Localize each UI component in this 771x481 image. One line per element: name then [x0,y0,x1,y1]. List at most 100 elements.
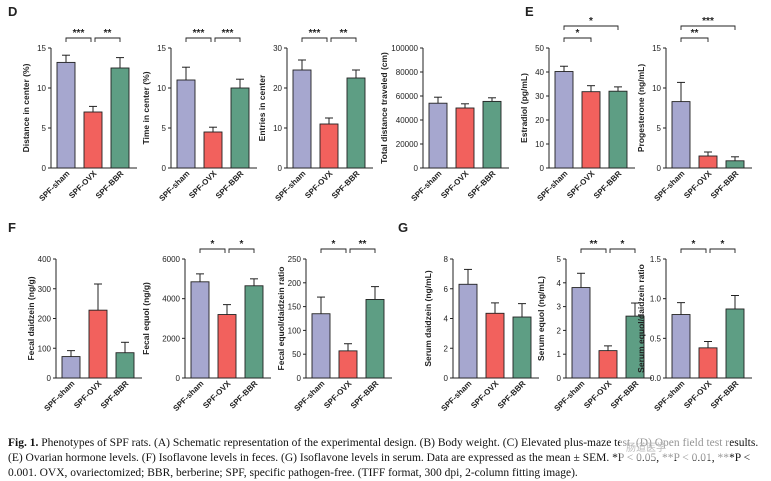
y-tick-label: 2 [557,326,562,335]
x-tick-label: SPF-sham [37,169,71,203]
y-tick-label: 80000 [396,68,419,77]
significance-bracket [185,37,212,42]
bar [176,79,196,169]
bar [203,131,223,169]
panel-letter: E [525,4,534,19]
y-tick-label: 30 [273,44,282,53]
y-tick-label: 10 [37,84,46,93]
chart-panel: E 0 10 20 30 40 50 Estradiol (pg/mL) SPF-sham SPF… [519,4,635,203]
y-tick-label: 2 [444,344,449,353]
y-tick-label: 10 [157,84,166,93]
significance-bracket [680,37,709,42]
y-tick-label: 0 [297,374,302,383]
y-axis-label: Distance in center (%) [21,63,31,152]
bar [88,309,108,379]
y-tick-label: 40 [535,68,544,77]
y-tick-label: 50 [292,350,301,359]
bar [698,155,718,169]
significance-bracket [330,37,357,42]
chart-panel: D 0 5 10 15 Distance in center (%) SPF-sham SPF… [8,4,137,203]
bar [671,314,691,379]
bar [83,111,103,169]
x-tick-label: SPF-BBR [709,379,741,411]
y-tick-label: 0 [657,164,662,173]
bar [110,67,130,169]
bar [458,283,478,379]
x-tick-label: SPF-sham [652,169,686,203]
x-tick-label: SPF-sham [42,379,76,413]
caption-label: Fig. 1. [8,437,39,449]
significance-bracket [65,37,92,42]
chart-panel: 0 2000 4000 6000 Fecal equol (ng/g) SPF-sham S… [141,239,271,413]
y-tick-label: 0 [47,374,52,383]
y-tick-label: 10 [652,84,661,93]
significance-bracket [563,37,592,42]
chart-panel: F 0 100 200 300 400 Fecal daidzein (ng/g) SPF-s… [8,220,142,413]
bar [512,316,532,379]
y-tick-label: 8 [444,255,449,264]
significance-label: * [621,239,625,250]
y-tick-label: 60000 [396,92,419,101]
bar [311,313,331,379]
significance-label: ** [104,28,112,39]
x-tick-label: SPF-sham [552,379,586,413]
x-tick-label: SPF-BBR [214,169,246,201]
bar [725,160,745,169]
significance-bracket [580,248,607,253]
x-tick-label: SPF-BBR [592,169,624,201]
y-axis-label: Fecal daidzein (ng/g) [26,276,36,360]
bar [244,285,264,379]
x-tick-label: SPF-sham [439,379,473,413]
significance-bracket [228,248,255,253]
bar [671,101,691,169]
y-tick-label: 40000 [396,116,419,125]
x-tick-label: SPF-BBR [709,169,741,201]
y-tick-label: 200 [38,315,52,324]
x-tick-label: SPF-BBR [609,379,641,411]
y-tick-label: 200 [288,279,302,288]
significance-label: * [692,239,696,250]
significance-bracket [349,248,376,253]
y-tick-label: 0 [540,164,545,173]
bar [428,102,448,169]
y-tick-label: 0 [176,374,181,383]
y-tick-label: 20000 [396,140,419,149]
significance-label: * [240,239,244,250]
y-tick-label: 0 [278,164,283,173]
significance-bracket [680,25,736,30]
y-axis-label: Progesterone (ng/mL) [636,64,646,152]
bar [581,91,601,169]
significance-bracket [94,37,121,42]
x-tick-label: SPF-BBR [466,169,498,201]
panel-letter: F [8,220,16,235]
y-tick-label: 0 [42,164,47,173]
bar [554,71,574,169]
bar [61,356,81,379]
caption-text: Phenotypes of SPF rats. (A) Schematic re… [8,437,759,479]
bar [608,90,628,169]
significance-label: *** [222,28,234,39]
x-tick-label: SPF-sham [652,379,686,413]
y-axis-label: Total distance traveled (cm) [379,52,389,164]
x-tick-label: SPF-sham [292,379,326,413]
bar [485,312,505,379]
significance-label: * [576,28,580,39]
bar [319,123,339,169]
bar [365,299,385,379]
bar [725,308,745,379]
watermark-text: 肠道医学 [620,438,730,460]
significance-bracket [709,248,736,253]
significance-label: * [589,16,593,27]
significance-label: *** [73,28,85,39]
y-tick-label: 100 [288,326,302,335]
y-tick-label: 1 [557,350,562,359]
y-axis-label: Fecal equol (ng/g) [141,282,151,355]
y-axis-label: Serum equol (ng/mL) [536,276,546,361]
significance-label: ** [359,239,367,250]
y-tick-label: 20 [535,116,544,125]
